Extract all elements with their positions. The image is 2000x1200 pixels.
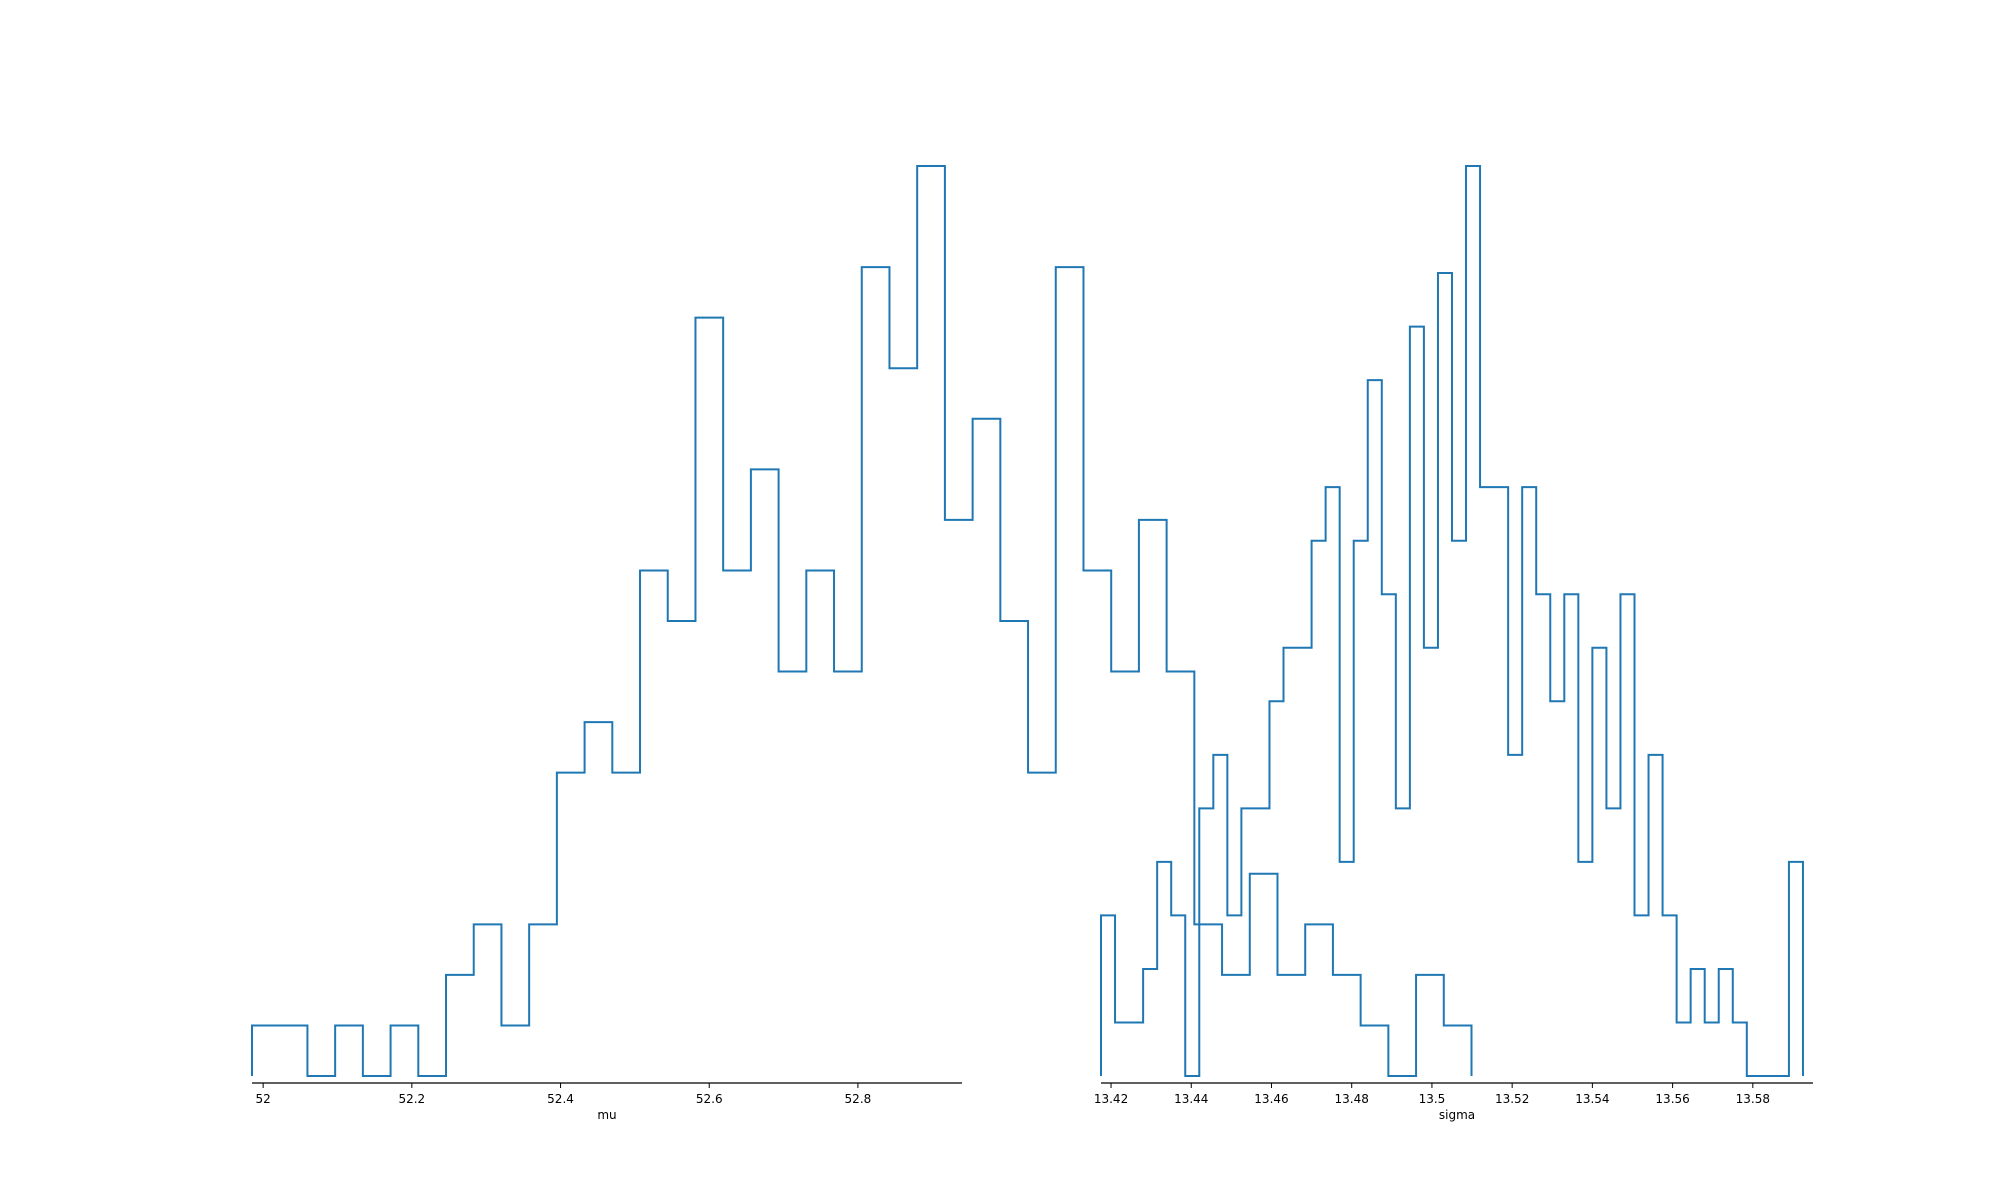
histogram-bin [1494, 487, 1508, 1076]
histogram-bin [917, 166, 945, 1076]
histogram-bin [1663, 915, 1677, 1076]
histogram-bin [1452, 541, 1466, 1076]
histogram-bin [1213, 755, 1227, 1076]
x-tick-label: 13.56 [1655, 1092, 1689, 1106]
histogram-bin [1564, 594, 1578, 1076]
histogram-bin [834, 672, 862, 1076]
histogram-bin [1143, 969, 1157, 1076]
histogram-bin [1480, 487, 1494, 1076]
histogram-bin [557, 773, 585, 1076]
histogram-bin [1592, 648, 1606, 1076]
histogram-bin [779, 672, 807, 1076]
histogram-bin [1424, 648, 1438, 1076]
x-tick-label: 13.52 [1495, 1092, 1529, 1106]
histogram-bin [1298, 648, 1312, 1076]
histogram-bin [1056, 267, 1084, 1076]
mu-histogram-panel: 52 52.2 52.4 52.6 52.8 mu [251, 165, 1473, 1122]
histogram-bin [889, 368, 917, 1076]
sigma-histogram-panel: 13.42 13.44 13.46 13.48 13.5 13.52 13.54 13.56 1… [1094, 165, 1813, 1122]
histogram-bin [1326, 487, 1340, 1076]
histogram-bin [501, 1025, 529, 1076]
histogram-bin [1255, 808, 1269, 1076]
histogram-bin [806, 570, 834, 1076]
histogram-bin [585, 722, 613, 1076]
x-tick-label: 13.42 [1094, 1092, 1128, 1106]
x-tick-label: 13.5 [1419, 1092, 1446, 1106]
histogram-bin [1649, 755, 1663, 1076]
x-axis-title: mu [597, 1108, 616, 1122]
histogram-bin [529, 924, 557, 1076]
x-tick-label: 13.48 [1335, 1092, 1369, 1106]
histogram-bin [280, 1025, 308, 1076]
histogram-bin [668, 621, 696, 1076]
histogram-bin [1129, 1022, 1143, 1076]
histogram-bin [1241, 808, 1255, 1076]
histogram-bin [862, 267, 890, 1076]
histogram-bin [1719, 969, 1733, 1076]
histogram-bin [1466, 166, 1480, 1076]
histogram-step-line [251, 165, 1473, 1077]
histogram-bin [1396, 808, 1410, 1076]
histogram-bin [1101, 915, 1115, 1076]
histogram-bin [1522, 487, 1536, 1076]
histogram-bin [1620, 594, 1634, 1076]
histogram-bin [1550, 701, 1564, 1076]
histogram-bin [1677, 1022, 1691, 1076]
histogram-bin [1269, 701, 1283, 1076]
histogram-bin [1606, 808, 1620, 1076]
x-tick-label: 13.58 [1736, 1092, 1770, 1106]
x-tick-label: 52.4 [547, 1092, 574, 1106]
histogram-bin [1438, 273, 1452, 1076]
histogram-bin [751, 469, 779, 1076]
histogram-bin [640, 570, 668, 1076]
histogram-bin [446, 975, 474, 1076]
histogram-bin [1410, 327, 1424, 1076]
histogram-bin [1171, 915, 1185, 1076]
histogram-bin [1227, 915, 1241, 1076]
histogram-bin [335, 1025, 363, 1076]
histogram-bin [391, 1025, 419, 1076]
x-tick-label: 52 [256, 1092, 271, 1106]
histogram-bin [973, 419, 1001, 1076]
histogram-bin [1312, 541, 1326, 1076]
histogram-bin [1635, 915, 1649, 1076]
histogram-bin [1000, 621, 1028, 1076]
histogram-bin [1508, 755, 1522, 1076]
histogram-bin [1199, 808, 1213, 1076]
histogram-bin [1536, 594, 1550, 1076]
histogram-bin [1382, 594, 1396, 1076]
histogram-bin [1340, 862, 1354, 1076]
histogram-bin [1733, 1022, 1747, 1076]
x-tick-label: 13.54 [1575, 1092, 1609, 1106]
histogram-bin [945, 520, 973, 1076]
x-tick-label: 13.44 [1174, 1092, 1208, 1106]
histogram-bin [252, 1025, 280, 1076]
histogram-bin [1368, 380, 1382, 1076]
histogram-bin [695, 318, 723, 1076]
histogram-bin [1789, 862, 1803, 1076]
histogram-bin [1157, 862, 1171, 1076]
histogram-bin [1028, 773, 1056, 1076]
histogram-bin [1354, 541, 1368, 1076]
histogram-bin [1284, 648, 1298, 1076]
histogram-bin [1115, 1022, 1129, 1076]
x-tick-label: 52.8 [845, 1092, 872, 1106]
x-axis-title: sigma [1439, 1108, 1475, 1122]
x-tick-label: 13.46 [1254, 1092, 1288, 1106]
histogram-bin [474, 924, 502, 1076]
histogram-bin [723, 570, 751, 1076]
histogram-bin [1691, 969, 1705, 1076]
histogram-bin [1578, 862, 1592, 1076]
x-tick-label: 52.6 [696, 1092, 723, 1106]
histogram-step-line [1100, 165, 1804, 1077]
histogram-bin [612, 773, 640, 1076]
x-tick-label: 52.2 [398, 1092, 425, 1106]
histogram-bin [1705, 1022, 1719, 1076]
